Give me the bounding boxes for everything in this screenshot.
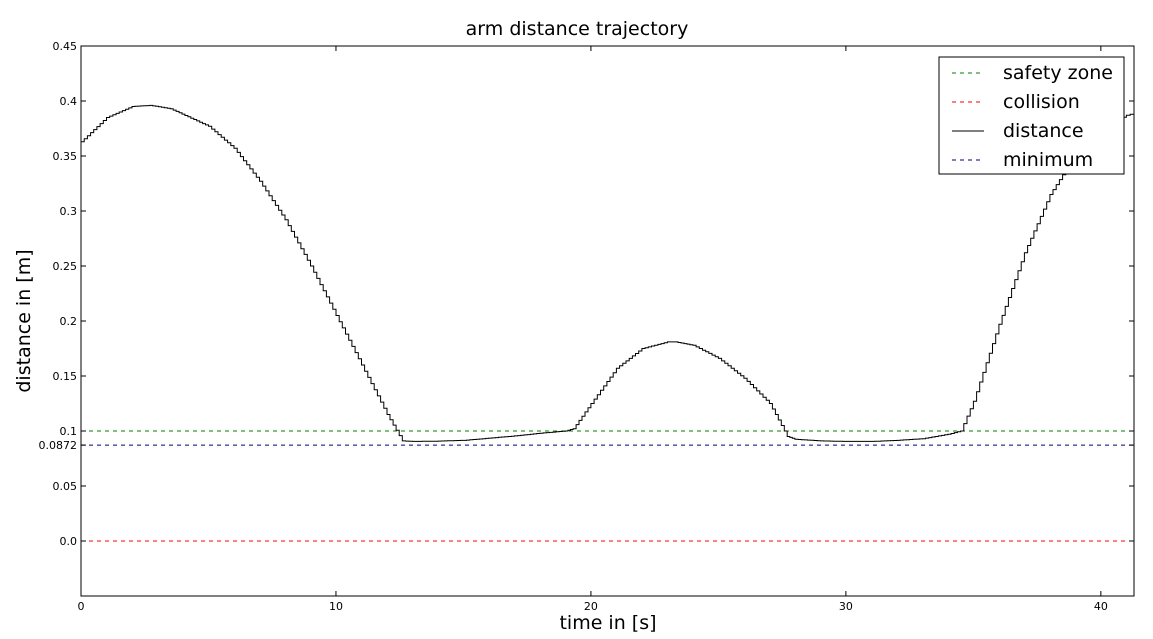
x-tick-label: 30 — [839, 600, 853, 613]
y-tick-label: 0.15 — [53, 370, 78, 383]
chart-title: arm distance trajectory — [466, 18, 689, 40]
y-tick-label: 0.2 — [60, 315, 78, 328]
x-tick-label: 0 — [78, 600, 85, 613]
y-tick-label: 0.0 — [60, 535, 78, 548]
legend-box — [938, 56, 1125, 175]
x-tick-label: 20 — [584, 600, 598, 613]
y-tick-label: 0.3 — [60, 205, 78, 218]
legend-label-minimum: minimum — [1003, 149, 1093, 171]
legend-label-safety-zone: safety zone — [1003, 62, 1113, 84]
legend-label-distance: distance — [1003, 120, 1084, 142]
x-axis-label: time in [s] — [559, 612, 656, 634]
y-tick-label: 0.1 — [60, 425, 78, 438]
y-axis-label: distance in [m] — [13, 249, 35, 392]
y-tick-label: 0.45 — [53, 40, 78, 53]
x-tick-label: 40 — [1094, 600, 1108, 613]
y-tick-label: 0.35 — [53, 150, 78, 163]
legend: safety zone collision distance minimum — [938, 56, 1125, 175]
legend-label-collision: collision — [1003, 91, 1080, 113]
series-line-distance — [81, 104, 1135, 442]
x-tick-label: 10 — [329, 600, 343, 613]
y-tick-label: 0.0872 — [39, 439, 78, 452]
y-tick-label: 0.4 — [60, 95, 78, 108]
plot-area — [81, 104, 1135, 542]
y-tick-label: 0.05 — [53, 480, 78, 493]
y-tick-label: 0.25 — [53, 260, 78, 273]
